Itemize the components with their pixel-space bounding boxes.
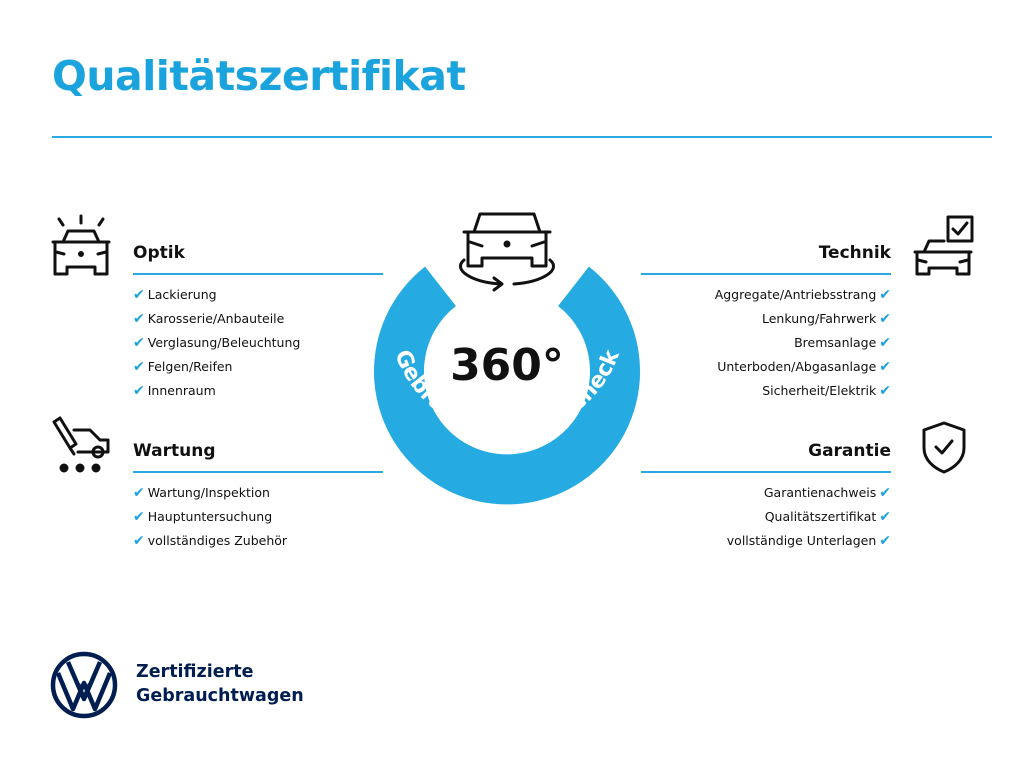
list-item: ✔ Hauptuntersuchung [133, 509, 273, 525]
list-item: Bremsanlage ✔ [794, 335, 891, 351]
list-item: ✔ Innenraum [133, 383, 216, 399]
check-icon: ✔ [879, 335, 891, 351]
list-item: Unterboden/Abgasanlage ✔ [717, 359, 891, 375]
check-icon: ✔ [879, 311, 891, 327]
ring-arc [374, 266, 640, 505]
list-item: ✔ Felgen/Reifen [133, 359, 233, 375]
check-icon: ✔ [879, 485, 891, 501]
brand-line-1: Zertifizierte [136, 662, 254, 682]
check-icon: ✔ [879, 287, 891, 303]
check-icon: ✔ [133, 485, 145, 501]
section-technik: Technik Aggregate/Antriebsstrang ✔ Lenkun… [641, 243, 891, 407]
check-icon: ✔ [879, 509, 891, 525]
brand-text: Zertifizierte Gebrauchtwagen [136, 660, 304, 708]
check-icon: ✔ [133, 509, 145, 525]
car-checklist-icon [913, 215, 974, 276]
brand-line-2: Gebrauchtwagen [136, 686, 304, 706]
section-divider [641, 273, 891, 275]
list-item: Qualitätszertifikat ✔ [764, 509, 891, 525]
check-icon: ✔ [879, 383, 891, 399]
car-lights-icon [51, 214, 111, 276]
check-icon: ✔ [879, 359, 891, 375]
section-divider [133, 273, 383, 275]
section-heading: Optik [133, 243, 185, 263]
section-optik: Optik ✔ Lackierung ✔ Karosserie/Anbauteile… [133, 243, 383, 407]
section-garantie: Garantie Garantienachweis ✔ Qualitätszert… [641, 441, 891, 557]
check-icon: ✔ [133, 335, 145, 351]
list-item: ✔ Karosserie/Anbauteile [133, 311, 285, 327]
check-icon: ✔ [133, 533, 145, 549]
car-rotate-icon [459, 212, 555, 292]
check-ring: Gebrauchtwagen-Check [374, 266, 640, 505]
page-title: Qualitätszertifikat [52, 52, 466, 100]
degree-label: 360° [450, 340, 564, 391]
list-item: ✔ Lackierung [133, 287, 217, 303]
section-heading: Wartung [133, 441, 216, 461]
check-icon: ✔ [133, 359, 145, 375]
vw-logo [50, 651, 118, 719]
check-icon: ✔ [133, 383, 145, 399]
list-item: ✔ vollständiges Zubehör [133, 533, 288, 549]
section-heading: Garantie [808, 441, 891, 461]
list-item: Sicherheit/Elektrik ✔ [762, 383, 891, 399]
list-item: ✔ Verglasung/Beleuchtung [133, 335, 301, 351]
car-service-icon [52, 416, 110, 473]
section-heading: Technik [818, 243, 891, 263]
title-divider [52, 136, 992, 138]
shield-check-icon [922, 421, 966, 474]
list-item: Garantienachweis ✔ [763, 485, 891, 501]
list-item: vollständige Unterlagen ✔ [726, 533, 891, 549]
section-divider [641, 471, 891, 473]
check-icon: ✔ [133, 311, 145, 327]
check-icon: ✔ [879, 533, 891, 549]
check-icon: ✔ [133, 287, 145, 303]
section-wartung: Wartung ✔ Wartung/Inspektion ✔ Hauptunters… [133, 441, 383, 557]
list-item: ✔ Wartung/Inspektion [133, 485, 270, 501]
list-item: Aggregate/Antriebsstrang ✔ [714, 287, 891, 303]
list-item: Lenkung/Fahrwerk ✔ [762, 311, 891, 327]
section-divider [133, 471, 383, 473]
